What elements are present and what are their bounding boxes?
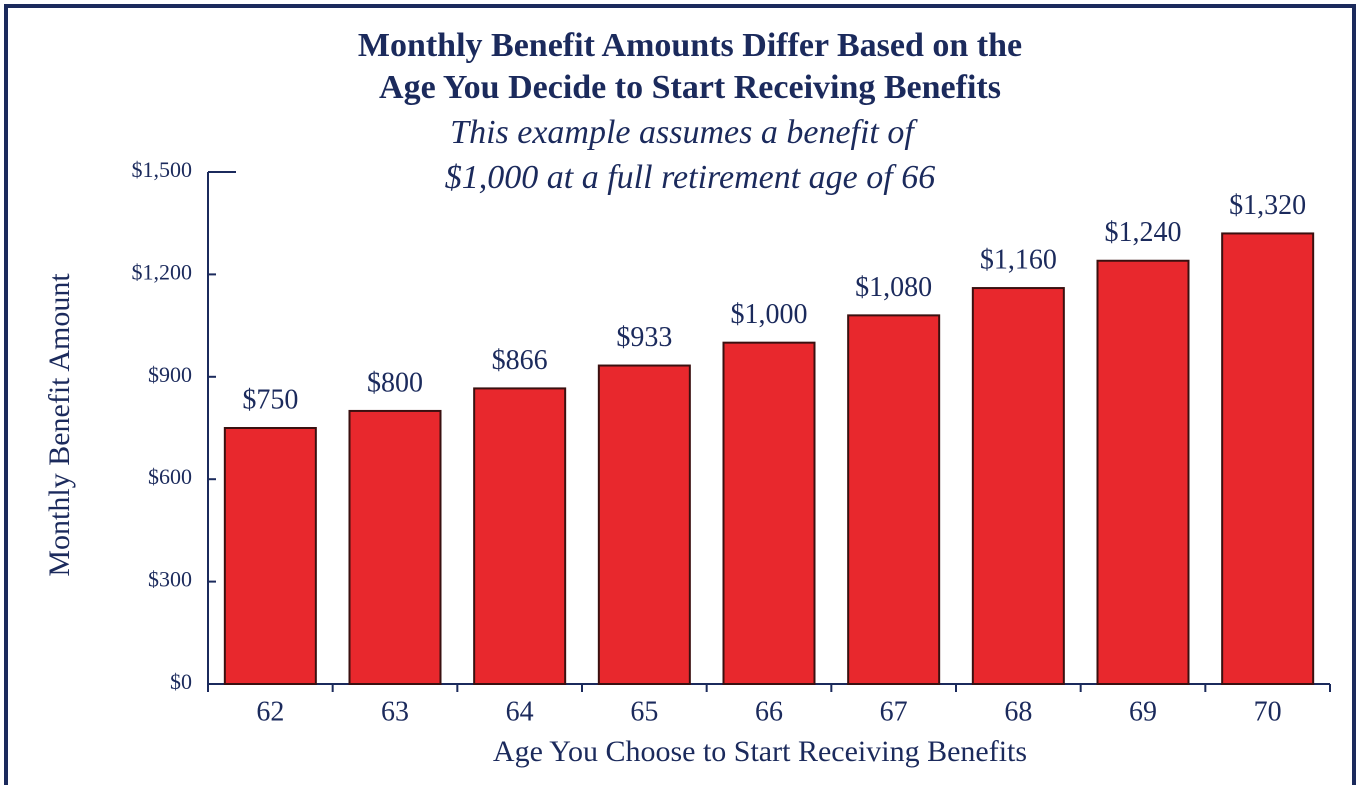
value-label: $866 <box>492 345 548 376</box>
value-label: $1,240 <box>1105 217 1182 248</box>
bar <box>1221 232 1315 685</box>
y-tick-label: $300 <box>148 567 192 592</box>
bar <box>348 409 442 685</box>
y-tick-label: $1,500 <box>132 157 193 182</box>
x-tick-label: 68 <box>1004 696 1032 727</box>
x-tick-label: 66 <box>755 696 783 727</box>
bar <box>223 427 317 685</box>
bar <box>971 287 1065 685</box>
value-label: $1,080 <box>855 272 932 303</box>
value-label: $1,000 <box>731 299 808 330</box>
value-label: $800 <box>367 367 423 398</box>
x-tick-label: 70 <box>1254 696 1282 727</box>
x-tick-label: 65 <box>630 696 658 727</box>
x-tick-label: 62 <box>256 696 284 727</box>
x-tick-label: 64 <box>506 696 534 727</box>
bar <box>1096 259 1190 685</box>
y-tick-label: $1,200 <box>132 259 193 284</box>
value-label: $933 <box>616 322 672 353</box>
y-tick-label: $900 <box>148 362 192 387</box>
y-tick-label: $0 <box>170 669 192 694</box>
value-label: $1,320 <box>1229 190 1306 221</box>
chart-subtitle: $1,000 at a full retirement age of 66 <box>445 159 935 196</box>
y-tick-label: $600 <box>148 464 192 489</box>
chart-subtitle: This example assumes a benefit of <box>450 114 918 151</box>
x-tick-label: 67 <box>880 696 908 727</box>
x-tick-label: 63 <box>381 696 409 727</box>
bar <box>847 314 941 685</box>
bar <box>722 341 816 685</box>
chart-title: Age You Decide to Start Receiving Benefi… <box>379 69 1001 106</box>
y-axis-label: Monthly Benefit Amount <box>43 273 76 577</box>
value-label: $1,160 <box>980 244 1057 275</box>
frame <box>4 4 1356 785</box>
bar <box>597 364 691 685</box>
bar <box>473 387 567 685</box>
x-axis-label: Age You Choose to Start Receiving Benefi… <box>493 735 1027 768</box>
x-tick-label: 69 <box>1129 696 1157 727</box>
chart-title: Monthly Benefit Amounts Differ Based on … <box>358 27 1022 64</box>
value-label: $750 <box>242 384 298 415</box>
